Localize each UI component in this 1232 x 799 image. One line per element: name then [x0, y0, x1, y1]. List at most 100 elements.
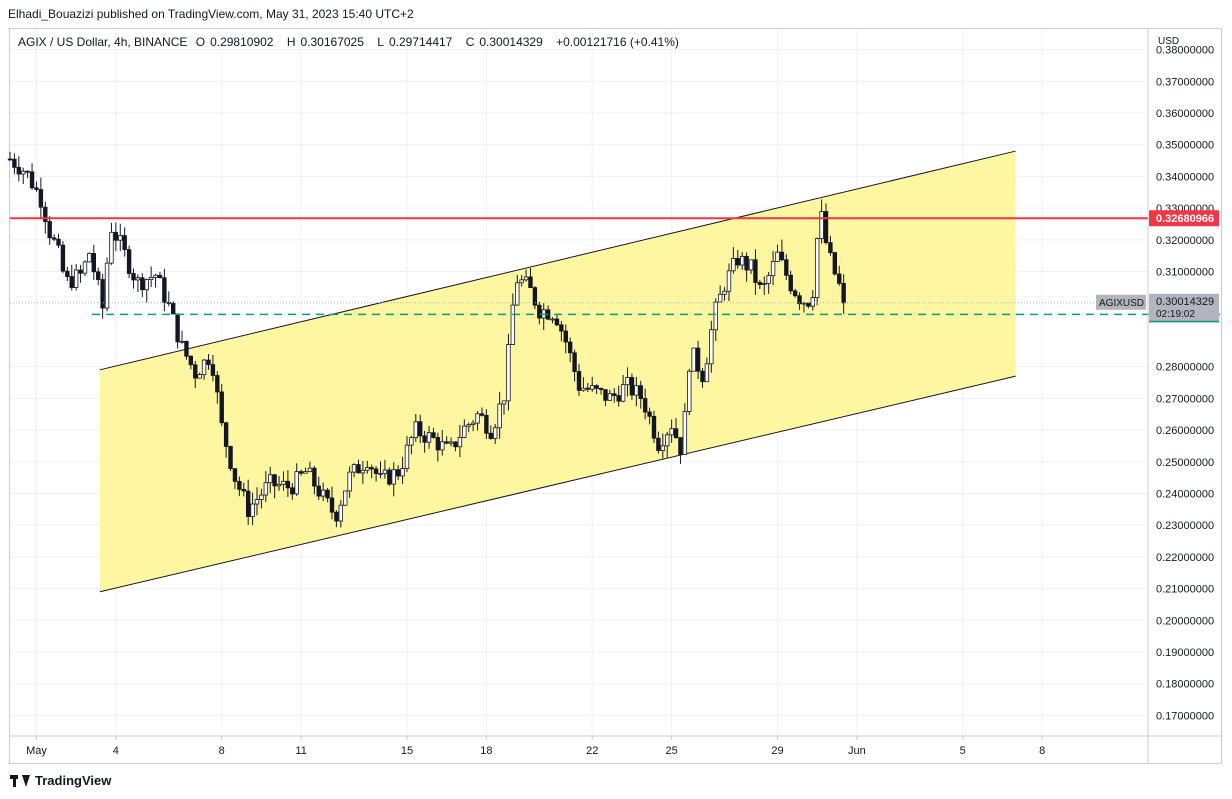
candle-body	[250, 503, 255, 517]
open-value: O 0.29810902	[195, 35, 274, 49]
candle-body	[770, 261, 776, 277]
candle-body	[334, 511, 339, 522]
current-price-badge	[1149, 293, 1219, 321]
candle-body	[91, 253, 97, 273]
candle-body	[316, 485, 321, 497]
price-lines	[10, 217, 1222, 316]
candle-body	[60, 244, 66, 272]
candle-body	[532, 287, 538, 306]
candle-body	[519, 279, 524, 284]
candle-body	[382, 469, 388, 474]
y-tick-label: 0.28000000	[1156, 362, 1214, 374]
candle-body	[620, 384, 626, 402]
candle-body	[232, 468, 238, 482]
candle-body	[629, 377, 635, 396]
candle-body	[175, 313, 180, 343]
candle-body	[457, 437, 463, 448]
candle-body	[832, 252, 838, 275]
candle-body	[550, 318, 555, 321]
candle-body	[245, 490, 251, 517]
y-tick-label: 0.17000000	[1156, 710, 1214, 722]
candle-body	[25, 170, 30, 173]
y-tick-label: 0.24000000	[1156, 488, 1214, 500]
candle-body	[373, 468, 379, 474]
candle-body	[687, 370, 692, 412]
candle-body	[131, 273, 136, 281]
candle-body	[144, 279, 149, 291]
channel-upper-line	[99, 150, 1016, 371]
candle-body	[78, 269, 83, 274]
candle-body	[484, 414, 489, 434]
candle-body	[695, 347, 701, 372]
candle-body	[797, 295, 802, 305]
candle-body	[810, 297, 815, 307]
candle-body	[470, 422, 476, 426]
candle-body	[788, 274, 793, 292]
candle-body	[43, 206, 48, 222]
close-value: C 0.30014329	[465, 35, 543, 49]
candle-body	[501, 400, 507, 405]
candle-body	[166, 302, 171, 304]
y-tick-label: 0.23000000	[1156, 520, 1214, 532]
symbol-label[interactable]: AGIX / US Dollar, 4h, BINANCE	[18, 35, 188, 49]
x-tick-label: May	[26, 745, 47, 757]
candle-body	[254, 499, 260, 505]
candle-body	[179, 340, 185, 343]
candle-body	[418, 421, 423, 437]
tradingview-footer[interactable]: TradingView	[10, 773, 111, 788]
candle-body	[488, 432, 493, 439]
y-tick-label: 0.31000000	[1156, 267, 1214, 279]
candle-body	[431, 432, 436, 438]
candle-body	[823, 211, 829, 244]
candle-body	[325, 489, 330, 499]
candle-body	[572, 352, 577, 372]
candle-body	[197, 374, 202, 379]
candle-body	[206, 359, 211, 365]
candle-body	[801, 302, 807, 305]
candle-body	[616, 395, 621, 402]
chart-frame	[9, 28, 1222, 764]
y-tick-label: 0.35000000	[1156, 140, 1214, 152]
candle-body	[722, 290, 727, 295]
candle-body	[395, 469, 401, 477]
candle-body	[590, 385, 595, 390]
y-tick-label: 0.19000000	[1156, 647, 1214, 659]
y-tick-label: 0.27000000	[1156, 393, 1214, 405]
candle-body	[479, 413, 485, 416]
candle-body	[462, 425, 467, 438]
candle-body	[303, 471, 308, 474]
candle-body	[38, 189, 44, 208]
candle-body	[409, 437, 414, 446]
y-tick-label: 0.21000000	[1156, 584, 1214, 596]
candle-body	[351, 464, 357, 473]
candle-body	[453, 441, 458, 448]
candle-body	[413, 421, 418, 438]
candle-body	[7, 158, 13, 161]
candle-body	[21, 170, 26, 175]
candle-body	[669, 428, 674, 436]
candle-body	[365, 467, 370, 471]
candle-body	[678, 437, 683, 455]
candle-body	[153, 274, 158, 278]
candle-body	[307, 467, 313, 473]
candle-body	[73, 269, 79, 288]
candle-body	[576, 371, 582, 391]
y-tick-label: 0.26000000	[1156, 425, 1214, 437]
x-tick-label: 22	[586, 745, 598, 757]
y-tick-label: 0.34000000	[1156, 171, 1214, 183]
publisher-caption: Elhadi_Bouazizi published on TradingView…	[8, 7, 414, 21]
candle-body	[135, 277, 141, 281]
candle-body	[748, 259, 754, 271]
candle-body	[528, 276, 533, 289]
candle-body	[523, 276, 529, 281]
candle-body	[188, 355, 194, 366]
candle-body	[660, 445, 666, 451]
candle-body	[726, 270, 732, 292]
candle-body	[320, 489, 326, 497]
x-tick-label: 4	[113, 745, 119, 757]
x-tick-label: 11	[295, 745, 306, 757]
candle-body	[109, 231, 114, 264]
x-tick-label: 5	[960, 745, 966, 757]
candle-body	[784, 259, 789, 276]
